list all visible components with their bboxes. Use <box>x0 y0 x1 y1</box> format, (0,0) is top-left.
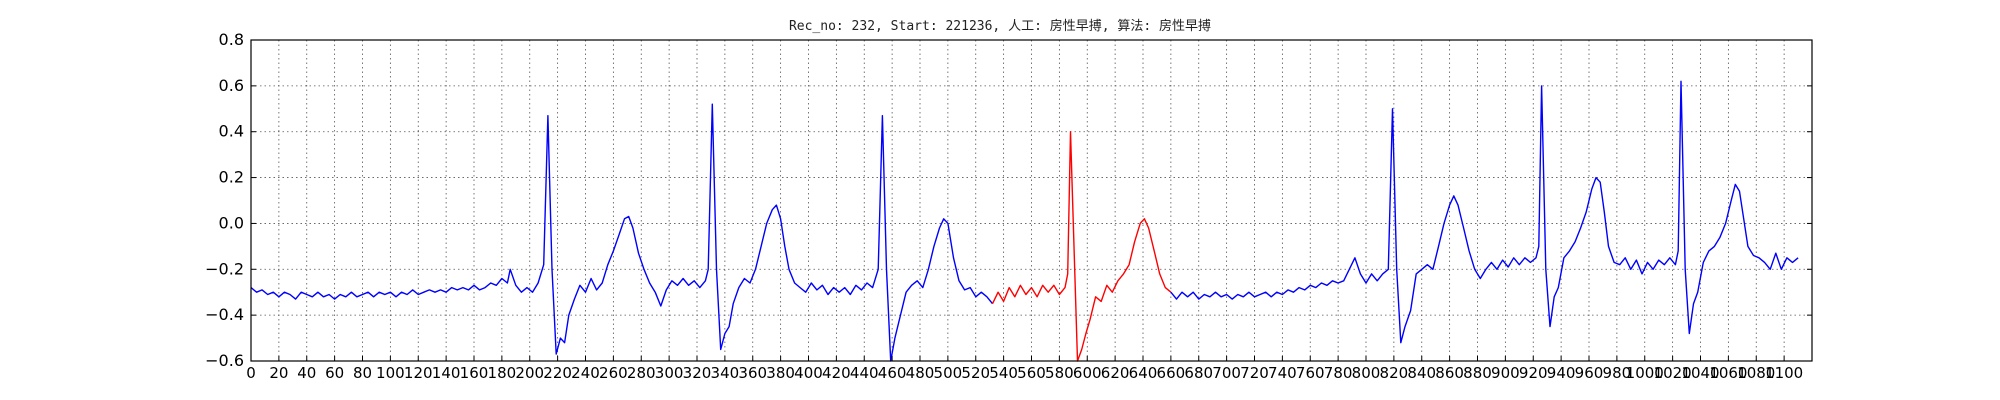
plot-frame <box>250 39 1813 362</box>
y-tick-label: 0.6 <box>219 76 244 95</box>
x-tick-label: 980 <box>1603 364 1632 382</box>
x-tick-label: 60 <box>325 364 344 382</box>
y-tick-label: −0.2 <box>205 259 244 278</box>
x-tick-label: 40 <box>297 364 316 382</box>
x-tick-label: 660 <box>1157 364 1186 382</box>
x-tick-label: 780 <box>1324 364 1353 382</box>
x-tick-label: 860 <box>1435 364 1464 382</box>
x-tick-label: 580 <box>1045 364 1074 382</box>
x-tick-label: 540 <box>989 364 1018 382</box>
x-tick-label: 220 <box>543 364 572 382</box>
x-tick-label: 1080 <box>1737 364 1775 382</box>
x-tick-label: 800 <box>1352 364 1381 382</box>
x-tick-label: 1020 <box>1654 364 1692 382</box>
series-line-1 <box>250 103 994 362</box>
y-tick-label: −0.6 <box>205 351 244 370</box>
x-tick-label: 700 <box>1212 364 1241 382</box>
x-tick-label: 500 <box>934 364 963 382</box>
y-tick-label: −0.4 <box>205 305 244 324</box>
x-tick-label: 100 <box>376 364 405 382</box>
x-tick-label: 340 <box>711 364 740 382</box>
x-tick-label: 720 <box>1240 364 1269 382</box>
y-tick-label: 0.8 <box>219 30 244 49</box>
y-axis: −0.6 −0.4 −0.2 0.0 0.2 0.4 0.6 0.8 <box>205 30 1812 370</box>
x-tick-label: 1000 <box>1626 364 1664 382</box>
x-tick-label: 920 <box>1519 364 1548 382</box>
x-tick-label: 480 <box>906 364 935 382</box>
series-line-2 <box>991 131 1172 362</box>
x-tick-label: 80 <box>353 364 372 382</box>
x-tick-label: 760 <box>1296 364 1325 382</box>
x-tick-label: 320 <box>683 364 712 382</box>
x-tick-label: 1060 <box>1709 364 1747 382</box>
x-tick-label: 620 <box>1101 364 1130 382</box>
x-tick-label: 380 <box>766 364 795 382</box>
y-tick-label: 0.0 <box>219 213 244 232</box>
y-tick-label: 0.4 <box>219 122 244 141</box>
x-tick-label: 280 <box>627 364 656 382</box>
x-tick-label: 440 <box>850 364 879 382</box>
chart-title: Rec_no: 232, Start: 221236, 人工: 房性早搏, 算法… <box>789 18 1211 34</box>
x-tick-label: 360 <box>738 364 767 382</box>
x-tick-label: 120 <box>404 364 433 382</box>
x-tick-label: 20 <box>269 364 288 382</box>
y-tick-label: 0.2 <box>219 168 244 187</box>
x-tick-label: 600 <box>1073 364 1102 382</box>
x-tick-label: 560 <box>1017 364 1046 382</box>
x-axis: 0 20 40 60 80 100 120 140 160 180 200 220 240 260 280 3… <box>246 356 1803 382</box>
x-tick-label: 960 <box>1575 364 1604 382</box>
series-line-3 <box>1170 80 1799 344</box>
x-tick-label: 400 <box>794 364 823 382</box>
series-layer <box>250 80 1799 362</box>
x-tick-label: 420 <box>822 364 851 382</box>
x-tick-label: 1100 <box>1765 364 1803 382</box>
x-tick-label: 1040 <box>1681 364 1719 382</box>
x-tick-label: 300 <box>655 364 684 382</box>
x-tick-label: 520 <box>961 364 990 382</box>
x-tick-label: 680 <box>1184 364 1213 382</box>
x-tick-label: 740 <box>1268 364 1297 382</box>
x-tick-label: 160 <box>460 364 489 382</box>
x-tick-label: 0 <box>246 364 256 382</box>
x-tick-label: 940 <box>1547 364 1576 382</box>
x-tick-label: 900 <box>1491 364 1520 382</box>
x-tick-label: 840 <box>1407 364 1436 382</box>
x-tick-label: 180 <box>488 364 517 382</box>
grid-lines <box>250 39 1812 362</box>
x-tick-label: 640 <box>1129 364 1158 382</box>
x-tick-label: 240 <box>571 364 600 382</box>
x-tick-label: 200 <box>515 364 544 382</box>
x-tick-label: 140 <box>432 364 461 382</box>
x-tick-label: 880 <box>1463 364 1492 382</box>
x-tick-label: 820 <box>1380 364 1409 382</box>
x-tick-label: 260 <box>599 364 628 382</box>
x-tick-label: 460 <box>878 364 907 382</box>
